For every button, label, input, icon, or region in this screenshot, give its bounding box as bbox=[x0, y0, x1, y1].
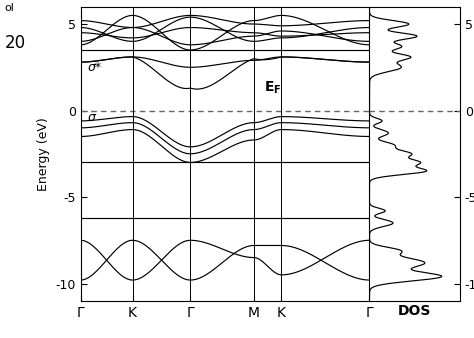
Text: ol: ol bbox=[5, 3, 15, 14]
Y-axis label: Energy (eV): Energy (eV) bbox=[37, 117, 50, 191]
Text: σ: σ bbox=[88, 111, 96, 124]
X-axis label: DOS: DOS bbox=[398, 304, 431, 318]
Text: $\mathbf{E_F}$: $\mathbf{E_F}$ bbox=[264, 79, 282, 96]
Text: 20: 20 bbox=[5, 34, 26, 52]
Text: σ*: σ* bbox=[88, 61, 102, 74]
